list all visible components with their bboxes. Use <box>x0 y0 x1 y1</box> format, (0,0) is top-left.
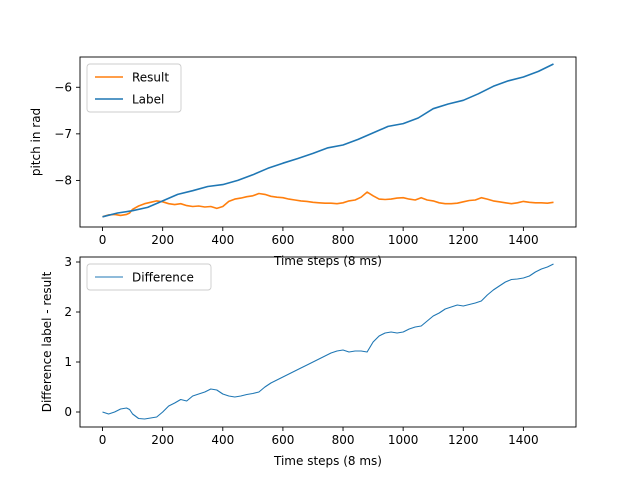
legend-box <box>86 63 182 113</box>
x-tick-label: 600 <box>271 233 294 247</box>
chart-1: 0 200 400 600 800 1000 1200 1400 −8 −7 −6 Time step… <box>29 56 577 268</box>
x-axis-label: Time steps (8 ms) <box>273 454 382 468</box>
series-line-difference <box>102 263 554 420</box>
x-tick-label: 200 <box>151 433 174 447</box>
y-tick-label: −8 <box>54 173 72 187</box>
x-axis-label: Time steps (8 ms) <box>273 254 382 268</box>
y-tick-label: −6 <box>54 80 72 94</box>
x-tick-label: 800 <box>332 233 355 247</box>
x-tick-label: 400 <box>211 233 234 247</box>
x-tick-label: 200 <box>151 233 174 247</box>
legend-label-difference: Difference <box>132 271 194 285</box>
legend-box <box>86 263 212 291</box>
y-tick-label: 0 <box>64 405 72 419</box>
axes-frame <box>79 256 577 428</box>
x-tick-label: 400 <box>211 433 234 447</box>
y-axis-label: pitch in rad <box>29 108 43 176</box>
y-tick-label: 3 <box>64 255 72 269</box>
y-tick-label: 2 <box>64 305 72 319</box>
x-tick-label: 600 <box>271 433 294 447</box>
x-tick-label: 1400 <box>508 233 539 247</box>
x-tick-label: 0 <box>99 233 107 247</box>
series-line-result <box>102 191 554 218</box>
legend-label-result: Result <box>132 71 169 85</box>
x-tick-label: 800 <box>332 433 355 447</box>
y-tick-label: 1 <box>64 355 72 369</box>
x-tick-label: 0 <box>99 433 107 447</box>
x-tick-label: 1000 <box>388 433 419 447</box>
legend-label-label: Label <box>132 93 164 107</box>
x-tick-label: 1400 <box>508 433 539 447</box>
x-tick-label: 1000 <box>388 233 419 247</box>
x-tick-label: 1200 <box>448 233 479 247</box>
y-tick-label: −7 <box>54 127 72 141</box>
chart-2: 0 200 400 600 800 1000 1200 1400 0 1 2 3 Time steps … <box>40 255 577 468</box>
series-line-label <box>102 63 554 218</box>
y-axis-label: Difference label - result <box>40 271 54 412</box>
axes-frame <box>79 56 577 228</box>
x-tick-label: 1200 <box>448 433 479 447</box>
